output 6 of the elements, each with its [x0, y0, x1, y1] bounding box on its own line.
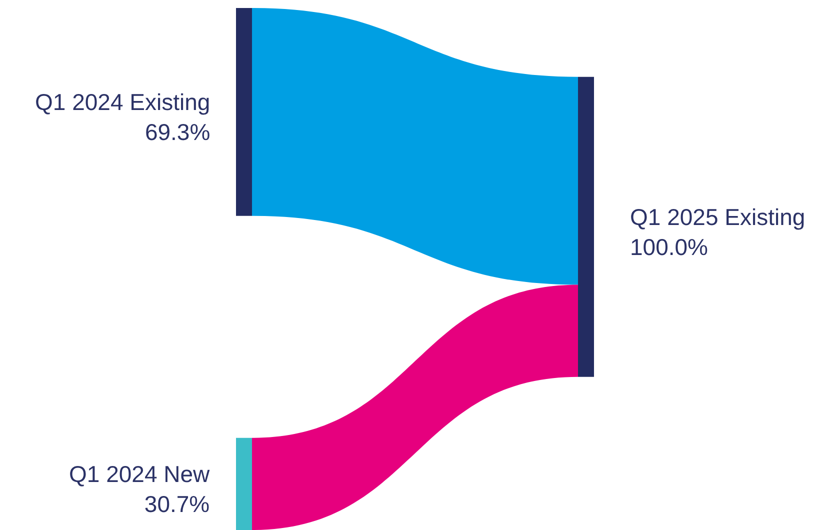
category-label: Q1 2024 Existing [35, 89, 210, 115]
text: 100.0% [630, 234, 708, 260]
text: Q1 2025 Existing [630, 204, 806, 230]
category-label: Q1 2024 New [69, 461, 210, 487]
data-label: 30.7% [144, 490, 210, 517]
data-label: 69.3% [144, 118, 210, 145]
